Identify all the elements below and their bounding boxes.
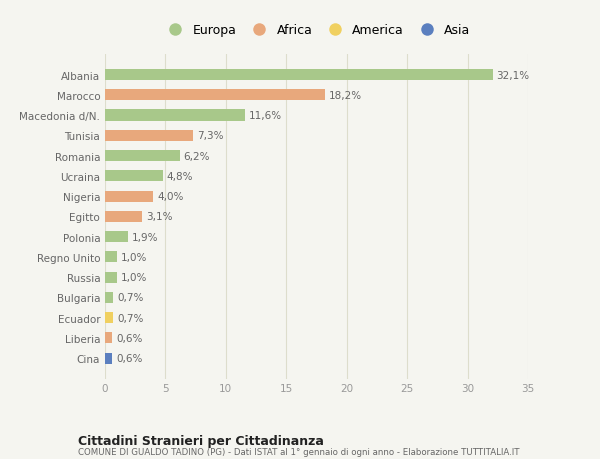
- Text: COMUNE DI GUALDO TADINO (PG) - Dati ISTAT al 1° gennaio di ogni anno - Elaborazi: COMUNE DI GUALDO TADINO (PG) - Dati ISTA…: [78, 448, 520, 457]
- Bar: [105, 313, 113, 324]
- Text: 0,6%: 0,6%: [116, 333, 142, 343]
- Text: 4,8%: 4,8%: [167, 172, 193, 181]
- Bar: [105, 110, 245, 121]
- Text: 0,7%: 0,7%: [117, 293, 143, 303]
- Bar: [105, 272, 117, 283]
- Bar: [105, 130, 193, 141]
- Text: 1,9%: 1,9%: [131, 232, 158, 242]
- Text: 32,1%: 32,1%: [497, 70, 530, 80]
- Bar: [105, 70, 493, 81]
- Bar: [105, 90, 325, 101]
- Legend: Europa, Africa, America, Asia: Europa, Africa, America, Asia: [158, 19, 475, 42]
- Text: 0,7%: 0,7%: [117, 313, 143, 323]
- Text: Cittadini Stranieri per Cittadinanza: Cittadini Stranieri per Cittadinanza: [78, 434, 324, 447]
- Bar: [105, 151, 180, 162]
- Text: 4,0%: 4,0%: [157, 192, 184, 202]
- Bar: [105, 353, 112, 364]
- Text: 11,6%: 11,6%: [249, 111, 282, 121]
- Bar: [105, 333, 112, 344]
- Text: 7,3%: 7,3%: [197, 131, 223, 141]
- Text: 6,2%: 6,2%: [184, 151, 210, 161]
- Bar: [105, 171, 163, 182]
- Bar: [105, 211, 142, 223]
- Bar: [105, 231, 128, 243]
- Text: 18,2%: 18,2%: [329, 90, 362, 101]
- Text: 0,6%: 0,6%: [116, 353, 142, 364]
- Bar: [105, 292, 113, 303]
- Bar: [105, 252, 117, 263]
- Text: 1,0%: 1,0%: [121, 252, 147, 262]
- Bar: [105, 191, 154, 202]
- Text: 3,1%: 3,1%: [146, 212, 173, 222]
- Text: 1,0%: 1,0%: [121, 273, 147, 283]
